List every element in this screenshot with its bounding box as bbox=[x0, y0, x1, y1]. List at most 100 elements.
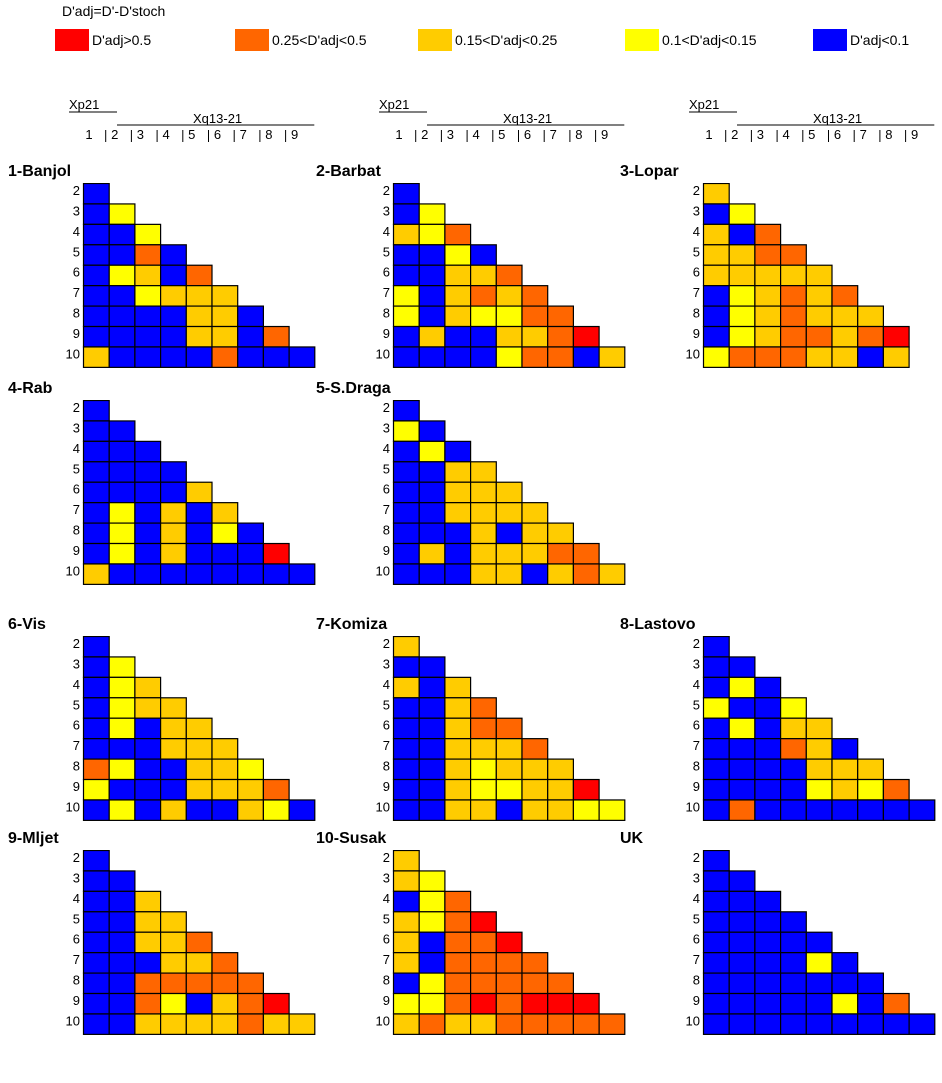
heatmap-cell bbox=[598, 1013, 626, 1035]
heatmap-cell bbox=[82, 305, 110, 328]
row-label: 6 bbox=[693, 265, 700, 280]
heatmap-cell bbox=[82, 931, 110, 954]
heatmap-cell bbox=[185, 931, 213, 954]
heatmap-cell bbox=[134, 502, 162, 524]
heatmap-cell bbox=[754, 952, 782, 974]
heatmap-cell bbox=[159, 461, 187, 483]
heatmap-cell bbox=[211, 972, 239, 995]
row-label: 4 bbox=[383, 891, 390, 906]
heatmap-cell bbox=[108, 952, 136, 974]
heatmap-cell bbox=[728, 931, 756, 954]
heatmap-cell bbox=[82, 563, 110, 585]
legend-label: D'adj<0.1 bbox=[850, 32, 910, 48]
row-label: 2 bbox=[693, 183, 700, 198]
heatmap-cell bbox=[211, 285, 239, 307]
heatmap-cell bbox=[572, 325, 600, 348]
heatmap-panel: 2 3 4 5 6 7 8 9 10 bbox=[66, 850, 316, 1035]
heatmap-cell bbox=[547, 758, 574, 781]
heatmap-cell bbox=[134, 952, 162, 974]
heatmap-cell bbox=[134, 992, 162, 1015]
heatmap-cell bbox=[418, 563, 446, 585]
heatmap-cell bbox=[159, 697, 187, 719]
heatmap-cell bbox=[882, 325, 910, 348]
row-label: 7 bbox=[383, 285, 390, 300]
heatmap-cell bbox=[185, 563, 213, 585]
heatmap-cell bbox=[159, 563, 187, 585]
heatmap-cell bbox=[754, 931, 782, 954]
heatmap-cell bbox=[108, 420, 136, 442]
heatmap-cell bbox=[805, 325, 833, 348]
heatmap-cell bbox=[392, 697, 420, 719]
heatmap-cell bbox=[418, 264, 446, 287]
heatmap-cell bbox=[392, 285, 420, 307]
heatmap-cell bbox=[444, 972, 472, 995]
row-label: 4 bbox=[383, 677, 390, 692]
row-label: 9 bbox=[73, 993, 80, 1008]
heatmap-cell bbox=[185, 758, 213, 781]
heatmap-cell bbox=[469, 461, 497, 483]
column-number: 1 bbox=[705, 127, 712, 142]
xq-label: Xq13-21 bbox=[813, 111, 862, 126]
heatmap-cell bbox=[108, 799, 136, 821]
heatmap-cell bbox=[211, 992, 239, 1015]
heatmap-cell bbox=[159, 911, 187, 933]
heatmap-cell bbox=[237, 758, 264, 781]
heatmap-cell bbox=[418, 223, 446, 246]
column-header-group: Xp21 Xq13-21 1 2 3 4 5 6 7 8 9 bbox=[63, 92, 323, 142]
row-label: 4 bbox=[73, 224, 80, 239]
heatmap-cell bbox=[159, 931, 187, 954]
row-label: 4 bbox=[73, 891, 80, 906]
row-label: 4 bbox=[383, 224, 390, 239]
heatmap-cell bbox=[392, 400, 420, 422]
heatmap-cell bbox=[521, 563, 549, 585]
heatmap-cell bbox=[82, 440, 110, 463]
heatmap-cell bbox=[211, 778, 239, 801]
heatmap-cell bbox=[82, 203, 110, 225]
heatmap-cell bbox=[728, 285, 756, 307]
heatmap-cell bbox=[82, 346, 110, 368]
heatmap-cell bbox=[702, 799, 730, 821]
heatmap-panel: 2 3 4 5 6 7 8 9 10 bbox=[376, 183, 626, 368]
heatmap-cell bbox=[185, 325, 213, 348]
heatmap-cell bbox=[134, 717, 162, 740]
heatmap-cell bbox=[495, 972, 523, 995]
heatmap-cell bbox=[495, 481, 523, 504]
heatmap-cell bbox=[82, 911, 110, 933]
heatmap-cell bbox=[831, 325, 859, 348]
heatmap-cell bbox=[134, 890, 162, 913]
heatmap-cell bbox=[82, 758, 110, 781]
heatmap-cell bbox=[211, 542, 239, 565]
heatmap-cell bbox=[392, 636, 420, 658]
heatmap-cell bbox=[211, 325, 239, 348]
heatmap-cell bbox=[82, 542, 110, 565]
heatmap-cell bbox=[444, 890, 472, 913]
heatmap-cell bbox=[469, 502, 497, 524]
column-number: 5 bbox=[188, 127, 195, 142]
heatmap-cell bbox=[185, 542, 213, 565]
heatmap-cell bbox=[211, 502, 239, 524]
column-number: 1 bbox=[85, 127, 92, 142]
heatmap-cell bbox=[185, 738, 213, 760]
heatmap-cell bbox=[185, 264, 213, 287]
heatmap-panel: 2 3 4 5 6 7 8 9 10 bbox=[66, 183, 316, 368]
heatmap-cell bbox=[444, 440, 472, 463]
heatmap-cell bbox=[857, 972, 884, 995]
row-label: 7 bbox=[383, 738, 390, 753]
heatmap-cell bbox=[185, 992, 213, 1015]
column-number: 9 bbox=[291, 127, 298, 142]
row-label: 4 bbox=[73, 677, 80, 692]
row-label: 10 bbox=[66, 1013, 80, 1028]
heatmap-cell bbox=[495, 305, 523, 328]
heatmap-panel: 2 3 4 5 6 7 8 9 10 bbox=[686, 183, 910, 368]
heatmap-cell bbox=[469, 325, 497, 348]
heatmap-cell bbox=[779, 778, 807, 801]
heatmap-cell bbox=[805, 738, 833, 760]
heatmap-cell bbox=[702, 758, 730, 781]
heatmap-cell bbox=[547, 799, 574, 821]
heatmap-cell bbox=[908, 1013, 936, 1035]
heatmap-cell bbox=[392, 325, 420, 348]
heatmap-cell bbox=[728, 911, 756, 933]
column-number: 7 bbox=[860, 127, 867, 142]
heatmap-cell bbox=[288, 563, 316, 585]
heatmap-cell bbox=[108, 461, 136, 483]
